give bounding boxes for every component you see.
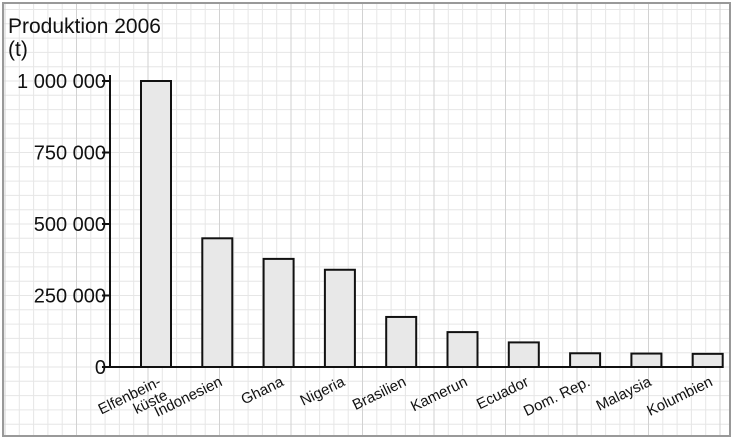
bar [507,341,540,368]
x-tick-label: Dom. Rep. [521,373,593,420]
bar [201,237,234,368]
bar [140,80,172,368]
bar [385,315,418,369]
x-tick-label-line: Dom. Rep. [521,373,593,420]
y-tick-label: 500 000 [34,214,106,236]
axes [109,75,719,368]
x-tick-label-line: Kamerun [408,373,470,415]
bar [691,352,724,368]
y-tick-label: 750 000 [34,143,106,165]
bar [262,257,295,368]
bar [630,352,663,369]
bar [569,352,602,369]
y-tick-label: 250 000 [34,286,106,308]
x-tick-label: Kamerun [408,373,470,415]
bar [446,331,479,368]
x-tick-label: Kolumbien [644,373,715,419]
bar [323,268,356,369]
bars [140,80,724,369]
x-tick-label-line: Kolumbien [644,373,715,419]
x-tick-label: Brasilien [350,373,409,413]
x-tick-label-line: Brasilien [350,373,409,413]
y-axis-label: (t) [8,38,28,61]
chart-title: Produktion 2006 [8,15,161,38]
y-tick-label: 1 000 000 [17,71,106,93]
y-tick-label: 0 [95,357,106,379]
grid [4,4,729,435]
y-ticks: 0 250 000 500 000 750 000 1 000 000 [17,71,110,379]
